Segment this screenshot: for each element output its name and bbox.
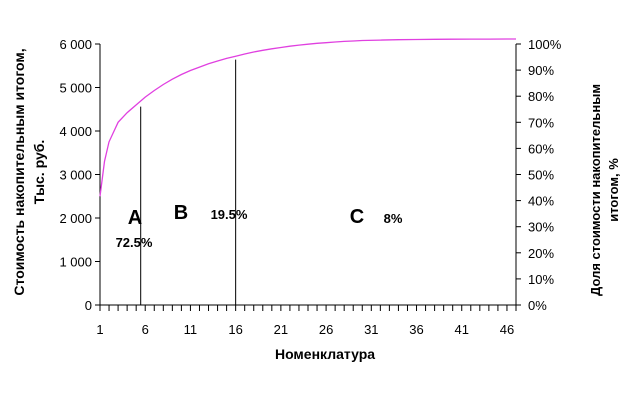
y2-tick-label: 100% xyxy=(528,37,562,52)
x-tick-label: 36 xyxy=(409,322,423,337)
zone-percent-a: 72.5% xyxy=(116,235,153,250)
zone-label-b: B xyxy=(174,202,188,224)
x-tick-label: 11 xyxy=(184,322,198,337)
y2-tick-label: 0% xyxy=(528,298,547,313)
x-tick-label: 26 xyxy=(319,322,333,337)
y2-tick-label: 80% xyxy=(528,89,554,104)
x-tick-label: 41 xyxy=(455,322,469,337)
y2-tick-label: 40% xyxy=(528,194,554,209)
y-tick-label: 5 000 xyxy=(59,81,92,96)
axes xyxy=(99,44,517,306)
x-tick-label: 6 xyxy=(142,322,149,337)
y2-axis-title: Доля стоимости накопительным итогом, % xyxy=(588,84,621,296)
y2-tick-label: 90% xyxy=(528,63,554,78)
y-axis-title-line: Тыс. руб. xyxy=(31,140,47,205)
zone-label-c: C xyxy=(350,206,364,228)
y-tick-label: 3 000 xyxy=(59,168,92,183)
marks xyxy=(99,38,516,305)
zone-percent-b: 19.5% xyxy=(211,207,248,222)
y-axis-title-line: Стоимость накопительным итогом, xyxy=(11,48,27,295)
zone-label-a: A xyxy=(128,207,142,229)
x-tick-label: 21 xyxy=(274,322,288,337)
y-tick-label: 1 000 xyxy=(59,255,92,270)
y2-axis-title-line: итогом, % xyxy=(606,158,621,222)
y2-tick-label: 70% xyxy=(528,115,554,130)
y2-axis-title-line: Доля стоимости накопительным xyxy=(588,84,603,296)
y-tick-label: 0 xyxy=(85,298,92,313)
y-axis-title: Стоимость накопительным итогом, Тыс. руб. xyxy=(11,48,47,295)
y-tick-label: 4 000 xyxy=(59,124,92,139)
x-tick-label: 1 xyxy=(96,322,103,337)
y-tick-label: 2 000 xyxy=(59,211,92,226)
x-tick-label: 31 xyxy=(364,322,378,337)
cumulative-line xyxy=(99,38,516,197)
zone-percent-c: 8% xyxy=(384,211,403,226)
x-axis-title: Номенклатура xyxy=(275,346,375,362)
x-tick-label: 46 xyxy=(500,322,514,337)
y2-tick-label: 10% xyxy=(528,272,554,287)
y2-tick-label: 50% xyxy=(528,168,554,183)
y-tick-label: 6 000 xyxy=(59,37,92,52)
y2-tick-label: 30% xyxy=(528,220,554,235)
y2-tick-label: 60% xyxy=(528,141,554,156)
labels: A 72.5% B 19.5% C 8% Номенклатура Стоимость нак… xyxy=(11,48,621,362)
x-tick-label: 16 xyxy=(228,322,242,337)
ticks: 0 1 000 2 000 3 000 4 000 5 000 6 000 0% 10% 20% 3… xyxy=(59,37,561,337)
y2-tick-label: 20% xyxy=(528,246,554,261)
